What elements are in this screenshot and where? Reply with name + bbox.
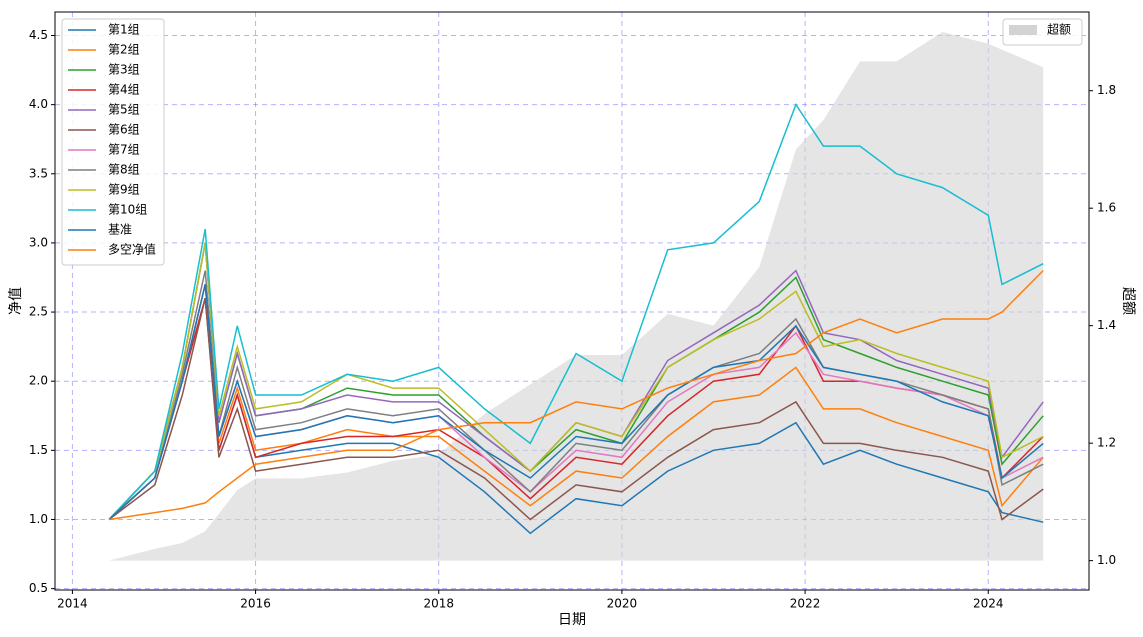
series-line (108, 242, 1044, 521)
legend-label: 第2组 (108, 43, 140, 57)
legend-label: 第6组 (108, 123, 140, 137)
y-tick-label: 4.5 (29, 28, 48, 42)
y-tick-label: 3.5 (29, 166, 48, 180)
legend-label: 第8组 (108, 163, 140, 177)
y-tick-label: 1.5 (29, 443, 48, 457)
series-line (108, 298, 1044, 521)
legend-label: 超额 (1047, 22, 1071, 37)
legend-box (61, 18, 165, 266)
legend-label: 第9组 (108, 183, 140, 197)
legend-label: 基准 (108, 223, 132, 237)
x-tick-label: 2020 (607, 597, 638, 611)
series-line (108, 270, 1044, 521)
legend-label: 第3组 (108, 63, 140, 77)
legend-label: 第10组 (108, 203, 147, 217)
x-tick-label: 2024 (973, 597, 1004, 611)
legend-swatch (1009, 25, 1037, 35)
y2-tick-label: 1.2 (1097, 436, 1116, 450)
x-axis-label: 日期 (558, 612, 586, 628)
legend-label: 第7组 (108, 143, 140, 157)
series-line (108, 102, 1044, 521)
x-tick-label: 2014 (57, 597, 88, 611)
x-tick-label: 2016 (240, 597, 271, 611)
series-line (108, 298, 1044, 521)
y-tick-label: 4.0 (29, 97, 48, 111)
y2-tick-label: 1.4 (1097, 318, 1116, 332)
y-axis-label: 净值 (8, 287, 24, 315)
y-tick-label: 2.5 (29, 305, 48, 319)
legend-label: 第1组 (108, 23, 140, 37)
y-tick-label: 1.0 (29, 512, 48, 526)
y2-axis-label: 超额 (1120, 287, 1136, 315)
legend-label: 第5组 (108, 103, 140, 117)
y2-tick-label: 1.0 (1097, 553, 1116, 567)
y2-tick-label: 1.8 (1097, 83, 1116, 97)
legend-label: 第4组 (108, 83, 140, 97)
y-tick-label: 2.0 (29, 374, 48, 388)
y2-tick-label: 1.6 (1097, 201, 1116, 215)
plot-data (108, 31, 1044, 561)
y-tick-label: 0.5 (29, 581, 48, 595)
excess-area (109, 31, 1044, 561)
x-tick-label: 2018 (423, 597, 454, 611)
series-line (108, 284, 1044, 521)
x-tick-label: 2022 (790, 597, 821, 611)
legend-label: 多空净值 (108, 242, 156, 257)
y-tick-label: 3.0 (29, 235, 48, 249)
